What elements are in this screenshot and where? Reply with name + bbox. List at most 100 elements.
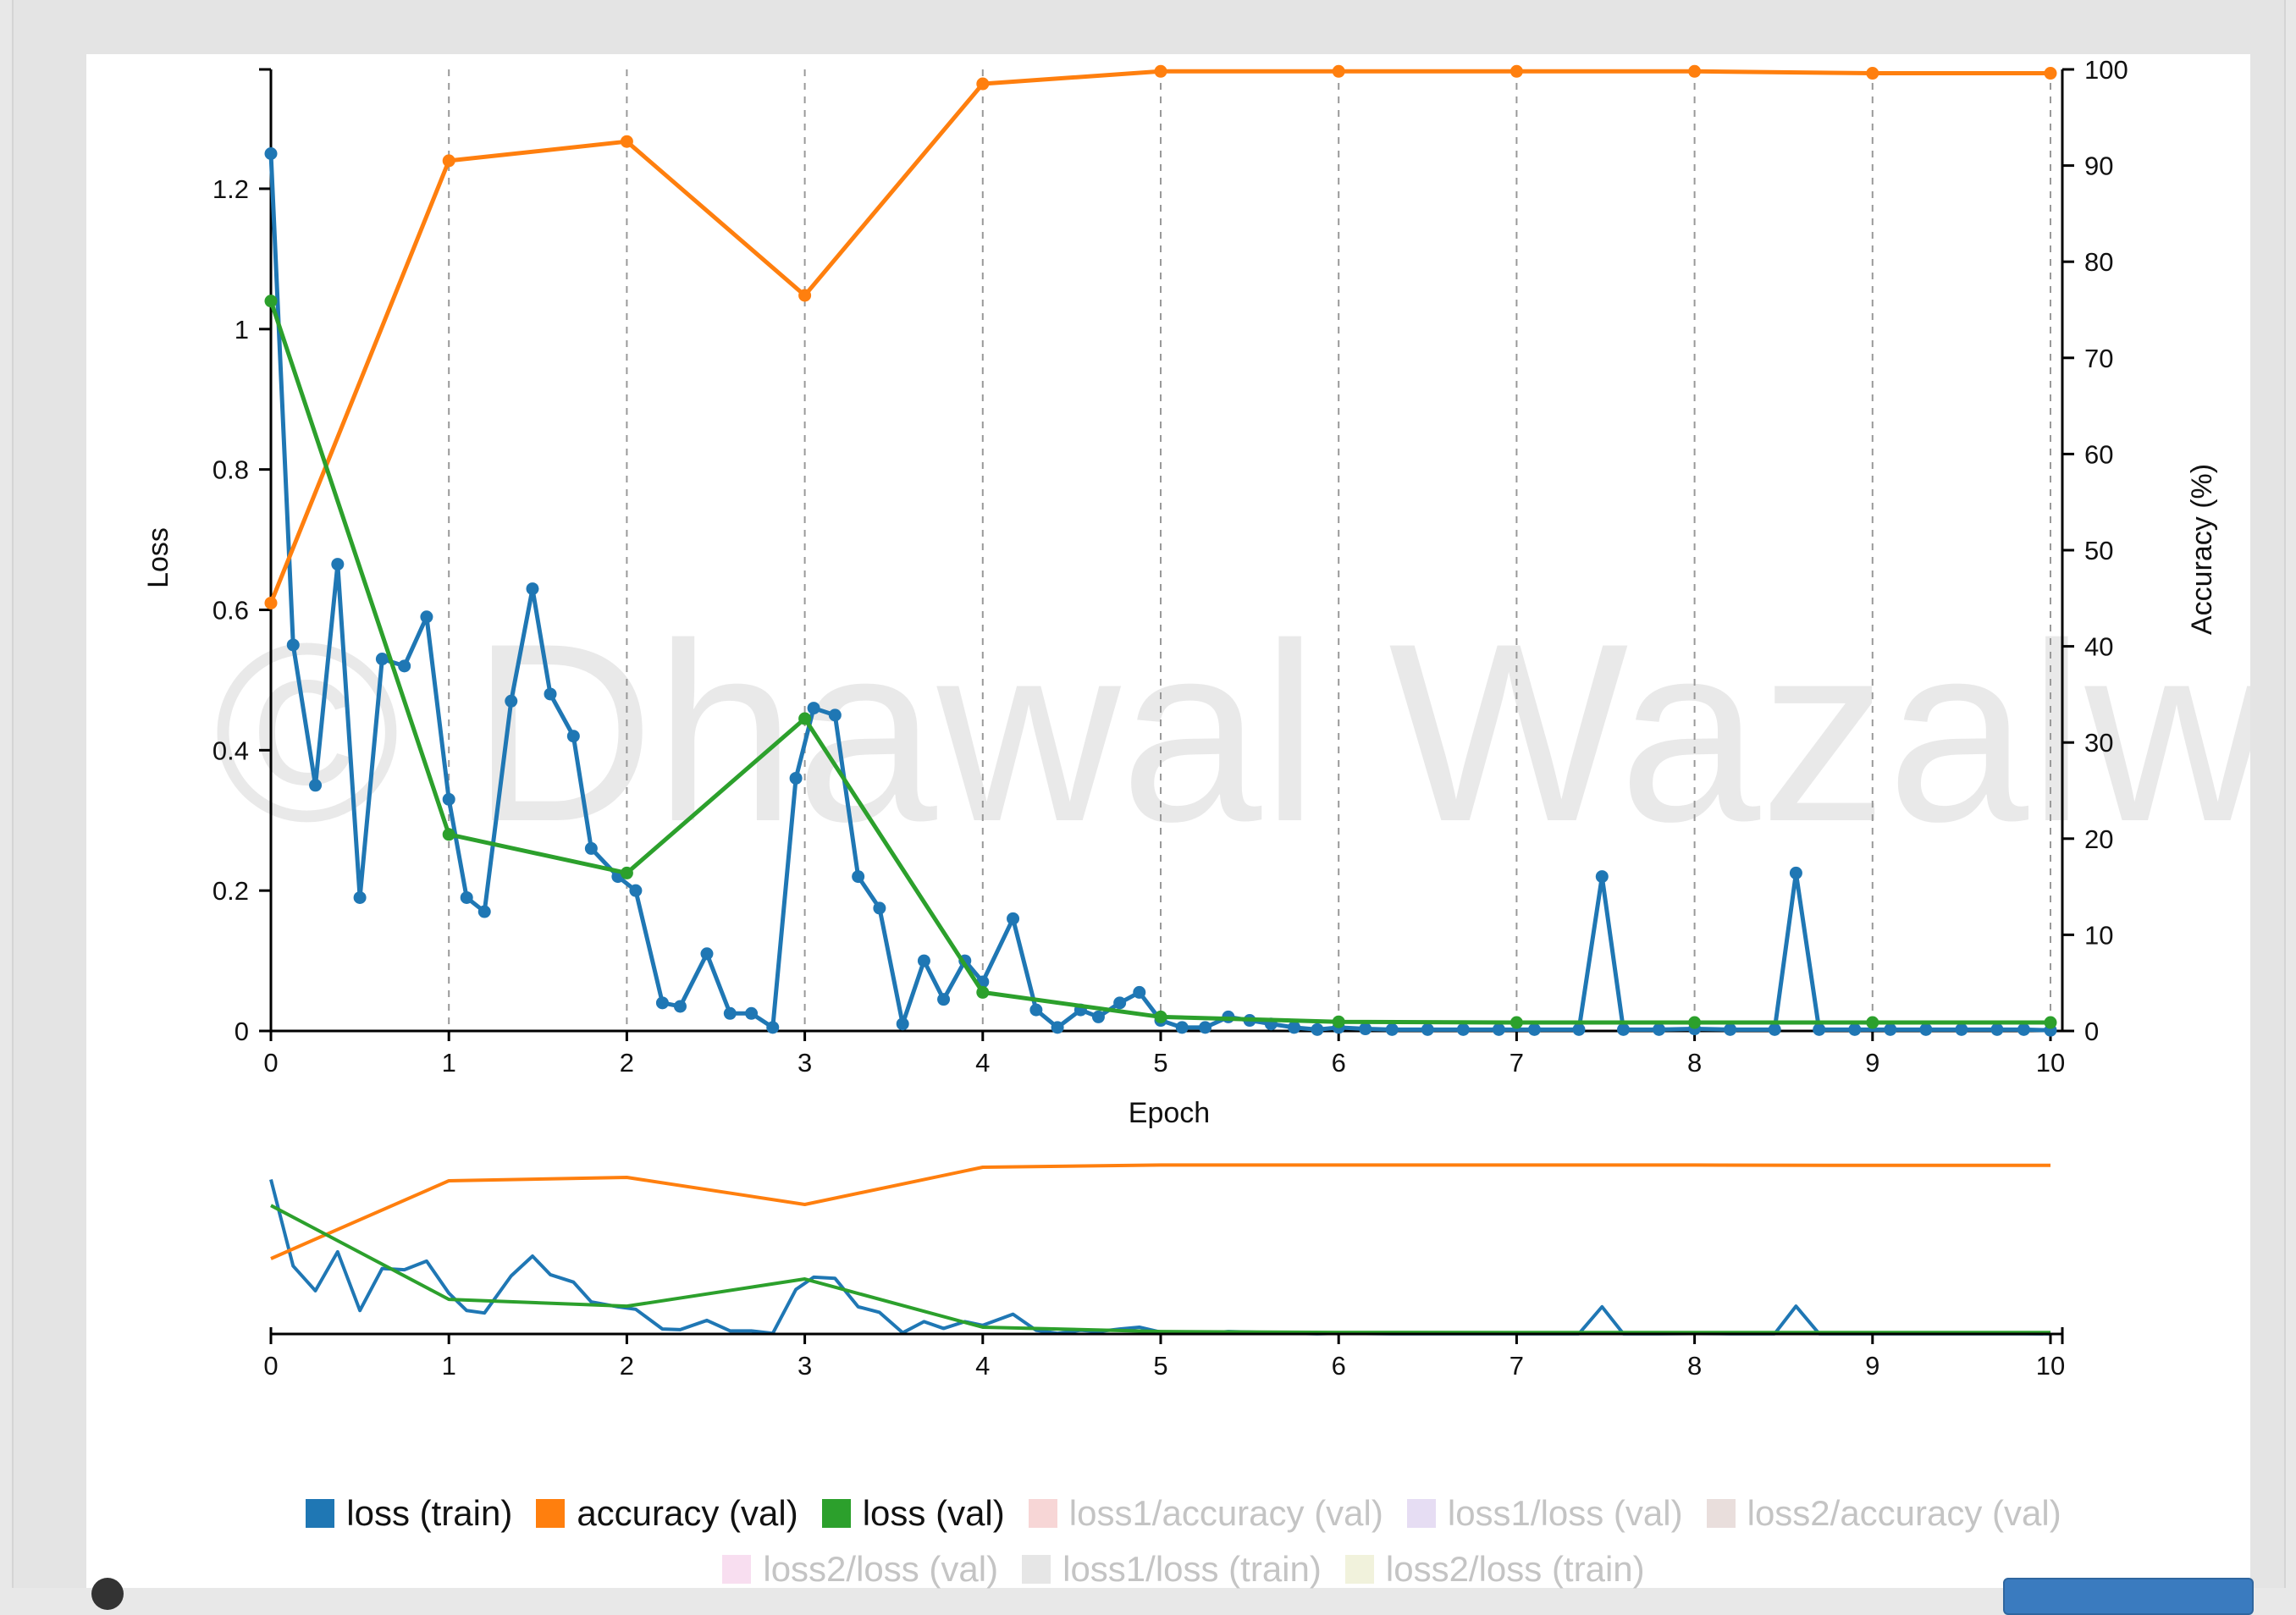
point-accuracy-val-2	[620, 135, 633, 148]
main-plot-series	[264, 64, 2057, 1037]
context-x-tick-label-4: 4	[975, 1351, 990, 1381]
legend-label-loss-train: loss (train)	[346, 1493, 513, 1533]
point-loss-train-57	[1595, 870, 1609, 884]
legend-item-loss-train[interactable]: loss (train)	[306, 1493, 512, 1534]
context-line-accuracy-val	[270, 1163, 2050, 1260]
context-x-tick-label-7: 7	[1510, 1351, 1524, 1381]
legend-swatch-accuracy-val	[536, 1499, 566, 1528]
point-loss-val-1	[442, 828, 455, 841]
point-loss-val-0	[264, 295, 278, 308]
y-left-tick-label-0.4: 0.4	[212, 736, 249, 765]
point-loss-train-53	[1456, 1022, 1470, 1036]
point-loss-val-6	[1332, 1015, 1345, 1028]
y-left-tick-label-0.6: 0.6	[212, 595, 249, 625]
point-loss-train-29	[896, 1017, 909, 1031]
context-axes: 0 1 2 3 4 5 6 7 8 9 10	[263, 1327, 2065, 1381]
legend-label-loss2-accuracy-val: loss2/accuracy (val)	[1747, 1493, 2061, 1533]
point-loss-train-36	[1051, 1021, 1064, 1034]
y-right-tick-label-50: 50	[2084, 536, 2113, 565]
point-loss-train-9	[460, 890, 473, 904]
legend-label-loss2-loss-val: loss2/loss (val)	[763, 1549, 999, 1589]
point-loss-train-11	[505, 694, 518, 708]
watermark-text: © Dhawal Wazalwar	[213, 590, 2250, 874]
legend-swatch-loss-train	[306, 1499, 335, 1528]
point-loss-train-34	[1007, 912, 1020, 925]
y-left-tick-label-1: 1	[235, 315, 249, 344]
point-accuracy-val-7	[1510, 64, 1523, 78]
point-loss-train-10	[477, 905, 491, 918]
point-loss-train-24	[789, 771, 803, 785]
scroll-indicator-icon[interactable]	[91, 1578, 124, 1610]
point-loss-train-55	[1527, 1022, 1541, 1036]
legend-swatch-loss1-loss-val	[1406, 1499, 1436, 1528]
y-right-tick-label-30: 30	[2084, 728, 2113, 758]
x-tick-label-4: 4	[975, 1048, 990, 1078]
y-right-tick-label-70: 70	[2084, 344, 2113, 373]
legend-item-accuracy-val[interactable]: accuracy (val)	[536, 1493, 798, 1534]
point-loss-train-22	[745, 1006, 759, 1020]
legend-item-loss1-accuracy-val[interactable]: loss1/accuracy (val)	[1028, 1493, 1383, 1534]
legend-label-loss1-loss-train: loss1/loss (train)	[1062, 1549, 1322, 1589]
point-accuracy-val-3	[798, 289, 812, 302]
point-loss-train-15	[584, 841, 598, 855]
x-tick-label-5: 5	[1153, 1048, 1167, 1078]
y-right-tick-label-40: 40	[2084, 632, 2113, 662]
context-line-loss-val	[270, 1204, 2050, 1335]
legend-swatch-loss2-loss-val	[722, 1555, 752, 1584]
context-x-tick-label-6: 6	[1332, 1351, 1346, 1381]
main-axes: 0 1 2 3 4 5 6 7 8 9 1000.20.40.60.811.201020304050…	[212, 55, 2128, 1078]
point-loss-train-17	[629, 884, 643, 897]
legend-item-loss2-loss-val[interactable]: loss2/loss (val)	[722, 1549, 998, 1590]
x-axis-title: Epoch	[1129, 1097, 1210, 1129]
point-loss-train-26	[828, 708, 842, 722]
context-x-tick-label-1: 1	[442, 1351, 456, 1381]
point-loss-train-65	[1848, 1022, 1862, 1036]
y-left-tick-label-0.2: 0.2	[212, 876, 249, 906]
point-loss-val-4	[976, 985, 990, 999]
point-loss-val-7	[1510, 1016, 1523, 1029]
legend-item-loss2-accuracy-val[interactable]: loss2/accuracy (val)	[1706, 1493, 2061, 1534]
legend-label-loss2-loss-train: loss2/loss (train)	[1385, 1549, 1645, 1589]
legend-label-loss1-accuracy-val: loss1/accuracy (val)	[1068, 1493, 1383, 1533]
context-x-tick-label-9: 9	[1865, 1351, 1879, 1381]
legend-swatch-loss1-accuracy-val	[1028, 1499, 1057, 1528]
point-loss-train-69	[1990, 1022, 2004, 1036]
point-loss-val-2	[620, 866, 633, 879]
point-loss-train-56	[1572, 1022, 1586, 1036]
legend-item-loss1-loss-train[interactable]: loss1/loss (train)	[1022, 1549, 1322, 1590]
point-loss-train-52	[1421, 1022, 1434, 1036]
point-loss-train-12	[526, 582, 539, 596]
y-left-tick-label-0.8: 0.8	[212, 455, 249, 485]
y-right-tick-label-60: 60	[2084, 439, 2113, 469]
chart-panel: © Dhawal Wazalwar 01234567891000.20.40.6…	[86, 54, 2250, 1590]
legend-swatch-loss2-loss-train	[1344, 1555, 1374, 1584]
point-accuracy-val-6	[1332, 64, 1345, 78]
point-loss-train-3	[331, 558, 345, 571]
point-loss-train-28	[873, 901, 886, 915]
point-loss-train-18	[655, 996, 669, 1010]
point-loss-train-35	[1029, 1003, 1043, 1017]
point-loss-val-3	[798, 712, 812, 725]
point-loss-train-67	[1919, 1022, 1933, 1036]
point-loss-train-61	[1724, 1022, 1737, 1036]
point-loss-train-6	[398, 659, 411, 673]
point-accuracy-val-9	[1866, 67, 1879, 80]
y-right-tick-label-0: 0	[2084, 1017, 2099, 1046]
point-loss-train-31	[937, 993, 951, 1006]
point-loss-val-5	[1154, 1010, 1167, 1023]
point-loss-train-51	[1385, 1022, 1399, 1036]
x-tick-label-7: 7	[1510, 1048, 1524, 1078]
point-loss-train-27	[852, 870, 865, 884]
point-loss-train-0	[264, 147, 278, 161]
context-x-tick-label-0: 0	[263, 1351, 278, 1381]
point-loss-train-48	[1311, 1022, 1324, 1036]
action-button[interactable]	[2003, 1578, 2254, 1615]
point-loss-train-23	[766, 1021, 780, 1034]
point-loss-train-43	[1199, 1021, 1212, 1034]
legend-item-loss2-loss-train[interactable]: loss2/loss (train)	[1344, 1549, 1645, 1590]
x-tick-label-10: 10	[2036, 1048, 2065, 1078]
legend-item-loss1-loss-val[interactable]: loss1/loss (val)	[1406, 1493, 1683, 1534]
point-loss-train-58	[1617, 1022, 1631, 1036]
point-loss-train-42	[1175, 1021, 1189, 1034]
legend-item-loss-val[interactable]: loss (val)	[821, 1493, 1005, 1534]
